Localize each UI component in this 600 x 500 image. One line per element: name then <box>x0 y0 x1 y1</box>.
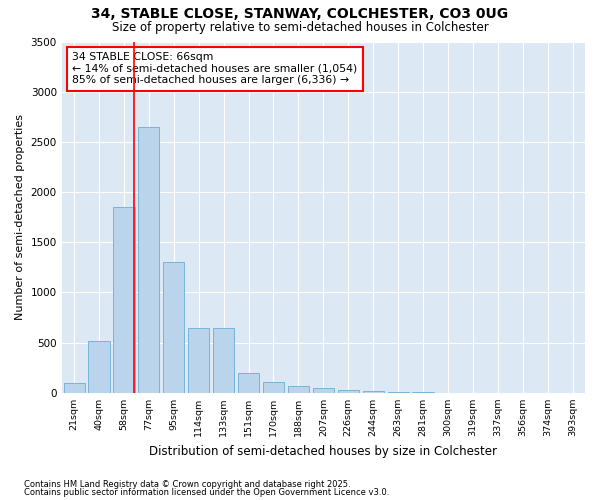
Bar <box>88 340 110 393</box>
Bar <box>412 392 434 393</box>
Bar <box>238 372 259 393</box>
Text: Contains HM Land Registry data © Crown copyright and database right 2025.: Contains HM Land Registry data © Crown c… <box>24 480 350 489</box>
Bar <box>288 386 309 393</box>
X-axis label: Distribution of semi-detached houses by size in Colchester: Distribution of semi-detached houses by … <box>149 444 497 458</box>
Bar <box>138 127 160 393</box>
Bar <box>338 390 359 393</box>
Text: 34 STABLE CLOSE: 66sqm
← 14% of semi-detached houses are smaller (1,054)
85% of : 34 STABLE CLOSE: 66sqm ← 14% of semi-det… <box>72 52 358 85</box>
Bar <box>163 262 184 393</box>
Bar <box>388 392 409 393</box>
Text: Contains public sector information licensed under the Open Government Licence v3: Contains public sector information licen… <box>24 488 389 497</box>
Bar <box>362 391 384 393</box>
Bar <box>263 382 284 393</box>
Text: Size of property relative to semi-detached houses in Colchester: Size of property relative to semi-detach… <box>112 21 488 34</box>
Bar <box>188 328 209 393</box>
Text: 34, STABLE CLOSE, STANWAY, COLCHESTER, CO3 0UG: 34, STABLE CLOSE, STANWAY, COLCHESTER, C… <box>91 8 509 22</box>
Bar <box>213 328 234 393</box>
Bar <box>64 383 85 393</box>
Bar <box>113 207 134 393</box>
Y-axis label: Number of semi-detached properties: Number of semi-detached properties <box>15 114 25 320</box>
Bar <box>313 388 334 393</box>
